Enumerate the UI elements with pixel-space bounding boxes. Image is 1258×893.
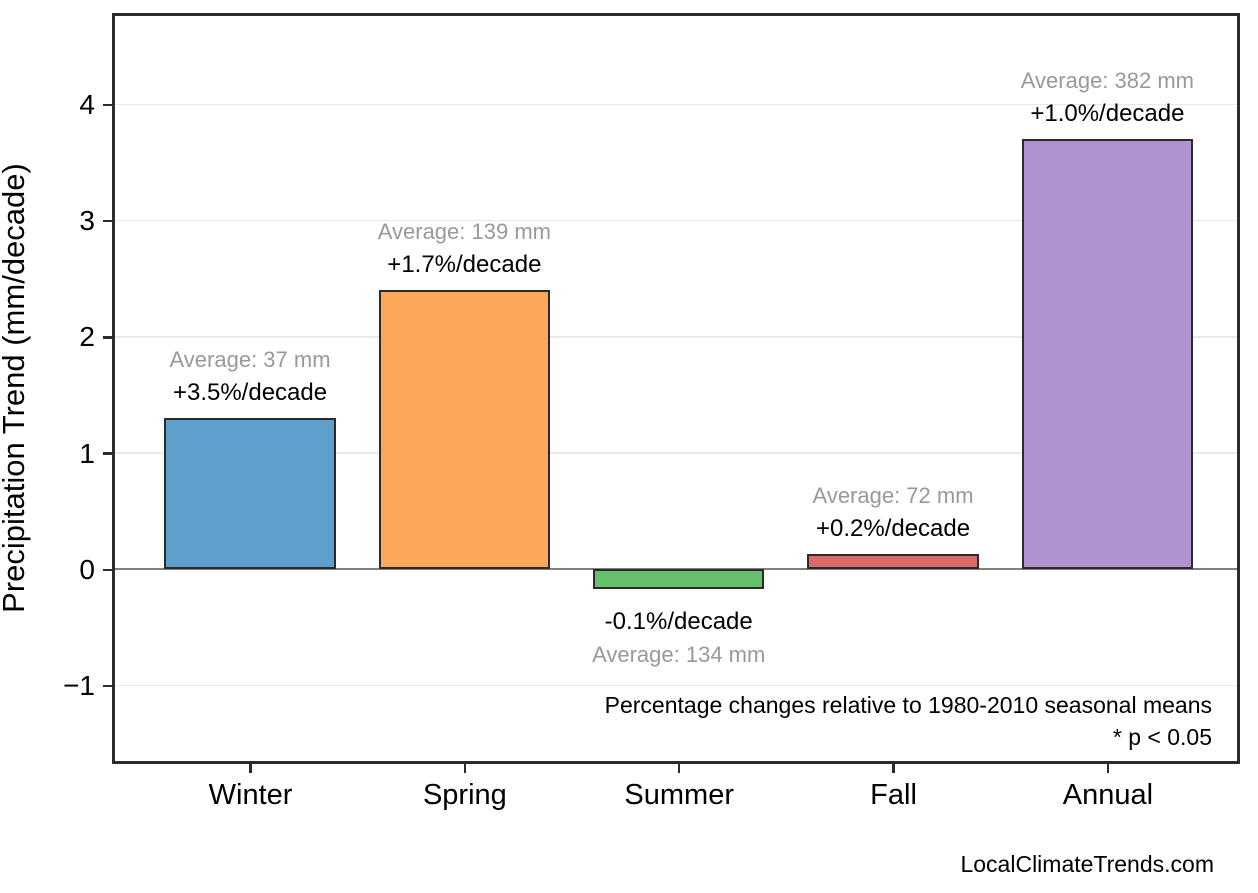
plot-area: Average: 37 mm +3.5%/decade Average: 139 m… xyxy=(112,13,1240,764)
annotation-average-fall: Average: 72 mm xyxy=(812,483,974,509)
x-tick-spring xyxy=(463,764,467,773)
x-tick-summer xyxy=(677,764,681,773)
chart-footnotes: Percentage changes relative to 1980-2010… xyxy=(605,689,1212,753)
annotation-average-summer: Average: 134 mm xyxy=(592,642,766,668)
footnote-significance: * p < 0.05 xyxy=(1112,724,1212,750)
gridline-y--1 xyxy=(115,684,1237,687)
annotation-percent-winter: +3.5%/decade xyxy=(172,379,328,407)
annotation-average-annual: Average: 382 mm xyxy=(1020,68,1195,94)
y-tick-label-2: 2 xyxy=(79,321,95,353)
x-tick-label-fall: Fall xyxy=(870,779,917,811)
y-tick-label-1: 1 xyxy=(79,437,95,469)
x-tick-winter xyxy=(249,764,252,773)
annotation-percent-fall: +0.2%/decade xyxy=(815,515,971,543)
y-tick-label-4: 4 xyxy=(79,88,95,120)
watermark-text: LocalClimateTrends.com xyxy=(960,851,1214,877)
y-tick--1 xyxy=(103,684,112,688)
bar-spring xyxy=(378,290,551,570)
annotation-percent-summer: -0.1%/decade xyxy=(604,608,753,636)
bar-winter xyxy=(164,418,336,570)
x-tick-label-annual: Annual xyxy=(1062,779,1154,811)
y-tick-label-3: 3 xyxy=(79,205,95,237)
annotation-winter: Average: 37 mm +3.5%/decade xyxy=(170,343,331,409)
x-tick-annual xyxy=(1106,764,1110,773)
x-tick-label-winter: Winter xyxy=(208,779,293,811)
annotation-percent-spring: +1.7%/decade xyxy=(387,251,542,279)
footnote-percentage-basis: Percentage changes relative to 1980-2010… xyxy=(604,692,1212,718)
annotation-average-winter: Average: 37 mm xyxy=(169,347,331,373)
bar-annual xyxy=(1021,139,1194,570)
y-tick-1 xyxy=(103,452,112,455)
x-tick-label-summer: Summer xyxy=(624,779,734,811)
y-tick-3 xyxy=(103,219,112,223)
y-tick-label--1: −1 xyxy=(63,670,95,702)
bar-summer xyxy=(592,569,765,590)
annotation-summer: -0.1%/decade Average: 134 mm xyxy=(592,605,765,671)
y-tick-4 xyxy=(103,103,112,107)
x-tick-label-spring: Spring xyxy=(422,779,507,811)
annotation-fall: Average: 72 mm +0.2%/decade xyxy=(813,479,974,545)
y-tick-2 xyxy=(103,336,112,339)
annotation-annual: Average: 382 mm +1.0%/decade xyxy=(1021,64,1194,130)
annotation-average-spring: Average: 139 mm xyxy=(377,219,551,245)
annotation-percent-annual: +1.0%/decade xyxy=(1030,100,1185,128)
y-tick-0 xyxy=(103,568,112,572)
bar-fall xyxy=(807,554,979,570)
x-tick-fall xyxy=(892,764,895,773)
y-tick-label-0: 0 xyxy=(79,553,95,585)
annotation-spring: Average: 139 mm +1.7%/decade xyxy=(378,215,551,281)
